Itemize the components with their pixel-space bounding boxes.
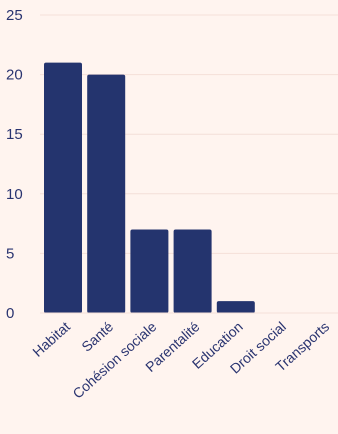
- y-tick-label: 20: [6, 67, 23, 84]
- x-category-label: Santé: [78, 318, 116, 355]
- bar-santé: [87, 74, 126, 313]
- y-tick-label: 0: [6, 305, 14, 322]
- bar-cohésion-sociale: [130, 229, 169, 313]
- bar-habitat: [44, 62, 82, 314]
- y-tick-label: 10: [6, 186, 23, 203]
- x-category-label: Habitat: [29, 318, 73, 360]
- bar-parentalité: [173, 229, 212, 313]
- y-tick-label: 15: [6, 126, 23, 143]
- y-axis-ticks: 0 5 10 15 20 25: [6, 7, 23, 322]
- y-tick-label: 25: [6, 7, 23, 24]
- grid-lines: [40, 14, 338, 254]
- y-tick-label: 5: [6, 245, 14, 262]
- bars: [44, 62, 255, 314]
- bar-education: [216, 301, 255, 313]
